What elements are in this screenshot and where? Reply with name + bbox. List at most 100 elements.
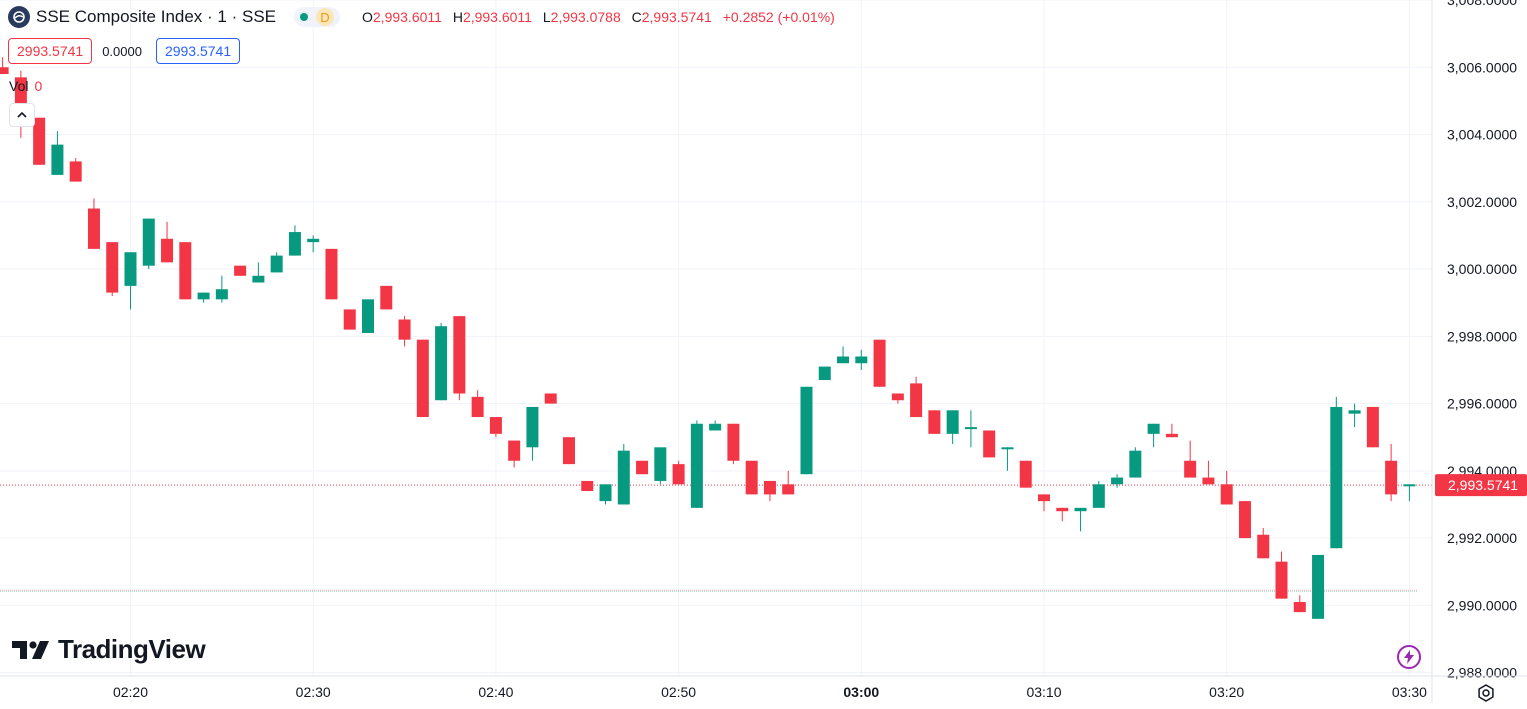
candle bbox=[453, 316, 466, 401]
candle-body bbox=[946, 410, 959, 434]
market-status-pill[interactable]: D bbox=[294, 7, 340, 27]
ohlc-values: O2,993.6011 H2,993.6011 L2,993.0788 C2,9… bbox=[362, 9, 835, 25]
y-tick-label: 3,006.0000 bbox=[1447, 59, 1517, 75]
candle bbox=[87, 198, 100, 249]
candle bbox=[343, 309, 356, 330]
candle-body bbox=[891, 393, 904, 401]
candle bbox=[745, 460, 758, 495]
candle bbox=[837, 346, 850, 364]
candle-body bbox=[1092, 484, 1105, 508]
candle bbox=[1129, 447, 1142, 478]
chart-legend-header: SSE Composite Index · 1 · SSE D O2,993.6… bbox=[8, 6, 835, 28]
y-tick-label: 2,988.0000 bbox=[1447, 665, 1517, 681]
tradingview-logo[interactable]: TradingView bbox=[12, 634, 206, 665]
candle bbox=[1038, 494, 1050, 512]
candle-body bbox=[489, 417, 502, 434]
candle-body bbox=[1293, 602, 1306, 613]
spread-value: 0.0000 bbox=[102, 43, 142, 59]
volume-legend[interactable]: Vol 0 bbox=[9, 78, 42, 94]
candle bbox=[709, 420, 722, 431]
last-price-label-bg bbox=[1435, 474, 1527, 497]
candle-body bbox=[1385, 460, 1398, 495]
candle bbox=[1257, 528, 1270, 559]
change-value: +0.2852 (+0.01%) bbox=[722, 9, 835, 25]
candle bbox=[654, 447, 667, 485]
interval-badge: D bbox=[316, 8, 334, 26]
candle bbox=[946, 410, 959, 444]
candle-body bbox=[1056, 507, 1069, 512]
candle-body bbox=[745, 460, 758, 495]
y-tick-label: 2,996.0000 bbox=[1447, 396, 1517, 412]
candle bbox=[179, 242, 192, 300]
candle bbox=[161, 221, 174, 263]
volume-value: 0 bbox=[34, 78, 43, 94]
x-tick-label: 02:40 bbox=[478, 684, 513, 700]
last-price-label: 2,993.5741 bbox=[1448, 477, 1518, 493]
x-tick-label: 02:50 bbox=[661, 684, 696, 700]
settings-icon[interactable] bbox=[1475, 682, 1497, 709]
candle bbox=[142, 218, 155, 270]
candle bbox=[288, 225, 301, 256]
candle-body bbox=[106, 242, 119, 293]
candle bbox=[307, 235, 320, 253]
tv-mark-icon bbox=[12, 640, 49, 659]
candle-body bbox=[526, 406, 539, 448]
candle bbox=[1092, 480, 1105, 508]
candle-body bbox=[197, 292, 210, 300]
symbol-title[interactable]: SSE Composite Index · 1 · SSE bbox=[36, 7, 276, 26]
candle bbox=[964, 410, 977, 448]
candle bbox=[508, 440, 521, 468]
candle bbox=[234, 265, 247, 276]
candle-body bbox=[453, 316, 466, 394]
open-value: 2,993.6011 bbox=[372, 9, 442, 25]
collapse-legend-button[interactable] bbox=[9, 103, 35, 127]
buy-price-button[interactable]: 2993.5741 bbox=[155, 38, 241, 64]
candle bbox=[398, 316, 411, 347]
candle-body bbox=[636, 460, 649, 475]
candle bbox=[544, 393, 557, 404]
sell-price-button[interactable]: 2993.5741 bbox=[8, 38, 93, 64]
candle-body bbox=[837, 356, 850, 364]
candle-body bbox=[1330, 406, 1343, 549]
candle-body bbox=[87, 208, 100, 249]
candle-body bbox=[288, 232, 301, 256]
candle bbox=[270, 252, 283, 273]
candle bbox=[124, 252, 137, 310]
candle-body bbox=[270, 255, 283, 273]
candle-body bbox=[1312, 554, 1325, 619]
candle bbox=[800, 386, 813, 475]
candle bbox=[1019, 460, 1032, 488]
sse-logo-icon bbox=[8, 6, 30, 28]
candle-body bbox=[1019, 460, 1032, 488]
candle-body bbox=[69, 161, 82, 182]
candle bbox=[928, 410, 941, 434]
candle-body bbox=[307, 238, 320, 243]
y-tick-label: 3,004.0000 bbox=[1447, 127, 1517, 143]
candle bbox=[1403, 484, 1416, 502]
candle bbox=[380, 285, 393, 310]
candle-body bbox=[1220, 484, 1233, 505]
candle-body bbox=[343, 309, 356, 330]
candle-body bbox=[234, 265, 247, 276]
lightning-icon[interactable] bbox=[1397, 645, 1421, 669]
candle-body bbox=[855, 356, 868, 364]
high-label: H bbox=[452, 9, 463, 25]
candle-body bbox=[215, 289, 228, 300]
candle bbox=[617, 443, 630, 505]
candle bbox=[1184, 440, 1197, 478]
grid bbox=[0, 0, 1432, 676]
candle bbox=[435, 322, 448, 401]
candle bbox=[1366, 406, 1379, 448]
candle bbox=[197, 292, 210, 303]
candle-body bbox=[1202, 477, 1215, 485]
candle-body bbox=[1348, 410, 1361, 414]
volume-label: Vol bbox=[9, 78, 29, 94]
candle bbox=[1293, 595, 1306, 613]
candle-body bbox=[398, 319, 411, 340]
open-label: O bbox=[362, 9, 373, 25]
candle-body bbox=[562, 437, 575, 465]
candle-body bbox=[1038, 494, 1050, 502]
x-tick-label: 03:10 bbox=[1026, 684, 1061, 700]
candle-body bbox=[416, 339, 429, 418]
